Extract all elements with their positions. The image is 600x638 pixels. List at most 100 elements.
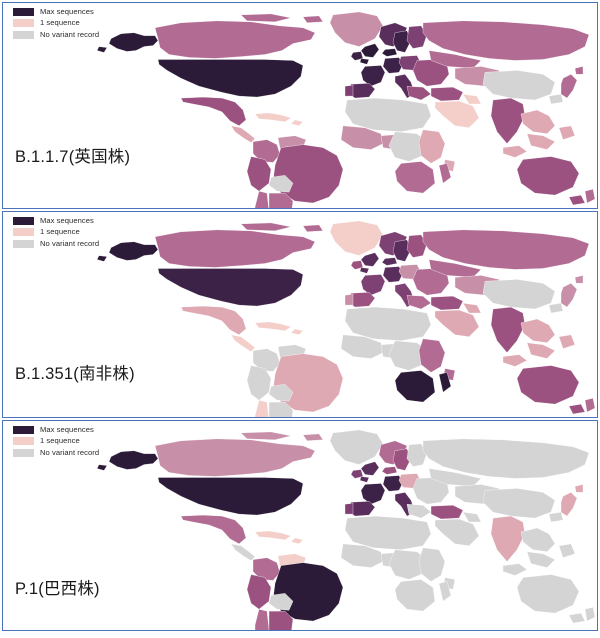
country-region-ireland (350, 51, 364, 61)
country-region-alaska (96, 241, 159, 262)
country-region-finland (406, 443, 428, 467)
country-region-new-zealand (584, 397, 596, 413)
country-region-argentina (268, 192, 294, 208)
country-region-central-africa (388, 131, 428, 162)
country-region-west-africa (340, 334, 384, 359)
variant-label-uk: B.1.1.7(英国株) (15, 148, 131, 166)
legend-item: Max sequences (13, 6, 99, 17)
country-region-china (482, 70, 564, 105)
legend-label-one-sequence: 1 sequence (40, 227, 80, 236)
country-region-uk (359, 461, 380, 483)
country-region-australia (516, 574, 586, 624)
country-region-greenland (329, 220, 384, 256)
country-region-portugal (344, 294, 354, 306)
country-region-colombia (252, 348, 281, 372)
country-region-japan (560, 275, 584, 308)
country-region-canada (154, 13, 324, 59)
legend-item: 1 sequence (13, 227, 99, 238)
country-region-bolivia (268, 593, 294, 611)
country-region-sea (502, 527, 576, 576)
country-region-germany (382, 266, 404, 283)
country-region-north-africa (344, 515, 432, 550)
country-region-germany (382, 475, 404, 492)
country-region-ireland (350, 260, 364, 270)
legend-swatch-one-sequence (13, 228, 34, 236)
country-region-caribbean (254, 530, 304, 545)
legend-item: 1 sequence (13, 18, 99, 29)
country-region-mexico (180, 305, 247, 336)
country-region-india (490, 306, 526, 353)
country-region-chile (254, 190, 269, 208)
world-map-svg (96, 11, 596, 208)
country-region-new-zealand (584, 607, 596, 622)
legend-label-max-sequences: Max sequences (40, 215, 94, 225)
legend-item: No variant record (13, 447, 99, 458)
legend-swatch-no-variant-record (13, 239, 34, 248)
country-region-colombia (252, 139, 281, 163)
legend-item: Max sequences (13, 215, 99, 226)
variant-map-panel-br: Max sequences 1 sequence No variant reco… (2, 420, 598, 631)
legend-item: 1 sequence (13, 436, 99, 447)
country-region-france (360, 274, 386, 296)
country-region-sweden (392, 448, 412, 471)
country-region-bolivia (268, 175, 294, 193)
legend-swatch-no-variant-record (13, 448, 34, 457)
country-region-sea (502, 109, 576, 158)
country-region-sweden (392, 30, 412, 53)
country-region-central-africa (388, 549, 428, 580)
variant-map-panel-za: Max sequences 1 sequence No variant reco… (2, 211, 598, 418)
country-region-turkey (430, 505, 464, 520)
legend-swatch-one-sequence (13, 19, 34, 27)
world-map-br (3, 421, 597, 630)
country-region-caribbean (254, 112, 304, 126)
map-legend: Max sequences 1 sequence No variant reco… (13, 215, 99, 250)
legend-label-one-sequence: 1 sequence (40, 18, 80, 27)
country-region-caribbean (254, 321, 304, 335)
country-region-uk (359, 43, 380, 65)
country-region-peru (246, 156, 272, 192)
country-region-india (490, 515, 526, 562)
country-region-north-africa (344, 306, 432, 341)
country-region-peru (246, 365, 272, 401)
country-region-argentina (268, 611, 294, 630)
country-region-central-africa (388, 340, 428, 371)
world-map-svg (96, 220, 596, 417)
legend-label-no-variant-record: No variant record (40, 238, 100, 248)
world-map-za (3, 212, 597, 417)
legend-item: Max sequences (13, 424, 99, 435)
country-region-north-africa (344, 97, 432, 132)
country-region-middle-east (434, 302, 482, 337)
legend-label-no-variant-record: No variant record (40, 447, 100, 457)
legend-item: No variant record (13, 29, 99, 40)
country-region-japan (560, 484, 584, 517)
country-region-portugal (344, 503, 354, 515)
country-region-west-africa (340, 125, 384, 150)
map-legend: Max sequences 1 sequence No variant reco… (13, 6, 99, 41)
variant-label-za: B.1.351(南非株) (15, 365, 135, 383)
country-region-south-africa (394, 161, 452, 194)
legend-swatch-no-variant-record (13, 30, 34, 39)
country-region-greenland (329, 429, 384, 465)
country-region-france (360, 483, 386, 505)
country-region-alaska (96, 32, 159, 53)
country-region-finland (406, 25, 428, 49)
legend-swatch-max-sequences (13, 216, 34, 225)
country-region-mexico (180, 514, 247, 545)
country-region-russia (422, 229, 590, 278)
country-region-turkey (430, 296, 464, 311)
country-region-argentina (268, 401, 294, 417)
map-legend: Max sequences 1 sequence No variant reco… (13, 424, 99, 459)
country-region-mexico (180, 96, 247, 127)
country-region-sea (502, 318, 576, 367)
country-region-central-america (230, 334, 256, 352)
country-region-russia (422, 20, 590, 69)
country-region-australia (516, 156, 586, 206)
country-region-france (360, 65, 386, 87)
country-region-middle-east (434, 511, 482, 546)
legend-label-one-sequence: 1 sequence (40, 436, 80, 445)
country-region-south-africa (394, 579, 452, 612)
country-region-denmark (381, 466, 398, 475)
country-region-colombia (252, 557, 281, 581)
country-region-central-america (230, 125, 256, 143)
